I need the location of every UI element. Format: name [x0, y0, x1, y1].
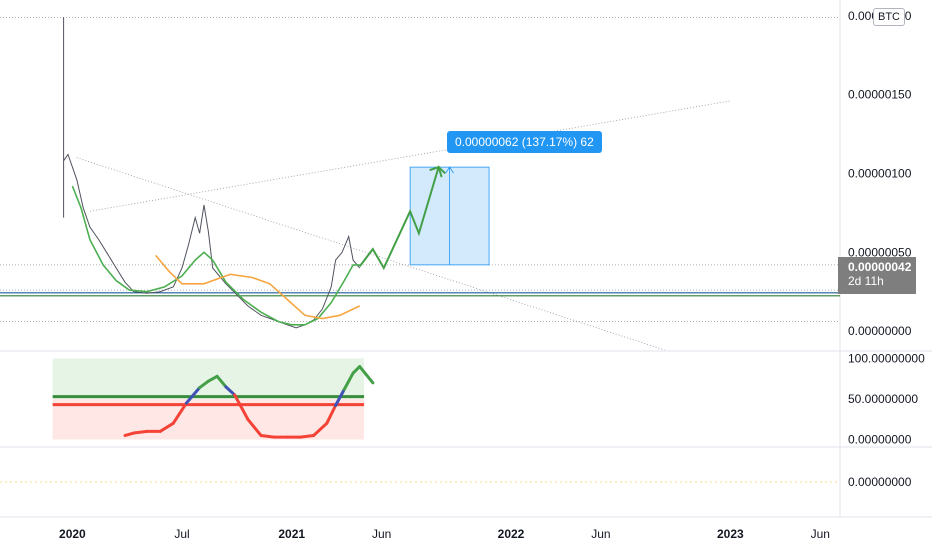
- x-tick-label: 2022: [498, 527, 525, 541]
- y-tick-label: 100.00000000: [848, 351, 925, 365]
- oscillator-segment: [224, 385, 237, 397]
- x-tick-label: Jul: [174, 527, 189, 541]
- x-tick-label: Jun: [811, 527, 830, 541]
- oscillator-segment: [246, 417, 263, 437]
- measure-tooltip: 0.00000062 (137.17%) 62: [447, 131, 602, 153]
- current-price-value: 0.00000042: [848, 260, 912, 274]
- trend-line-up: [89, 100, 731, 212]
- x-tick-label: 2021: [278, 527, 305, 541]
- x-tick-label: 2023: [717, 527, 744, 541]
- y-tick-label: 0.00000000: [848, 475, 912, 489]
- oscillator-segment: [259, 433, 276, 439]
- x-tick-label: Jun: [372, 527, 391, 541]
- current-price-badge: 0.00000042 2d 11h: [838, 257, 916, 294]
- y-tick-label: 0.00000050: [848, 245, 912, 259]
- oscillator-segment: [312, 421, 329, 437]
- oscillator-segment: [198, 379, 210, 390]
- y-tick-label: 0.00000000: [848, 324, 912, 338]
- price-series: [63, 17, 361, 329]
- oscillator-segment: [171, 401, 188, 425]
- projection-arrowhead: [429, 165, 443, 178]
- oscillator-segment: [215, 374, 228, 389]
- y-tick-label: 0.00000150: [848, 88, 912, 102]
- oscillator-segment: [206, 374, 219, 383]
- bar-countdown: 2d 11h: [848, 274, 884, 288]
- y-tick-label: 0.00000100: [848, 166, 912, 180]
- oscillator-segment: [233, 393, 250, 421]
- oscillator-segment: [325, 403, 338, 425]
- oscillator-segment: [351, 365, 362, 375]
- oscillator-segment: [298, 433, 316, 439]
- y-tick-label: 50.00000000: [848, 392, 918, 406]
- oscillator-segment: [184, 386, 202, 405]
- y-tick-label: 0.00000000: [848, 433, 912, 447]
- moving-average-fast: [71, 185, 360, 326]
- moving-average-slow: [155, 254, 361, 320]
- x-tick-label: 2020: [59, 527, 86, 541]
- oscillator-segment: [358, 365, 368, 377]
- oscillator-segment: [132, 429, 149, 435]
- x-tick-label: Jun: [591, 527, 610, 541]
- oscillator-segment: [364, 373, 375, 385]
- oscillator-segment: [342, 371, 355, 391]
- currency-label[interactable]: BTC: [873, 8, 905, 26]
- oscillator-segment: [334, 387, 346, 407]
- measure-arrowhead: [445, 166, 454, 174]
- oscillator-segment: [158, 421, 175, 433]
- overbought-band: [52, 358, 365, 399]
- oscillator-segment: [123, 431, 136, 437]
- trend-line-down: [76, 157, 665, 351]
